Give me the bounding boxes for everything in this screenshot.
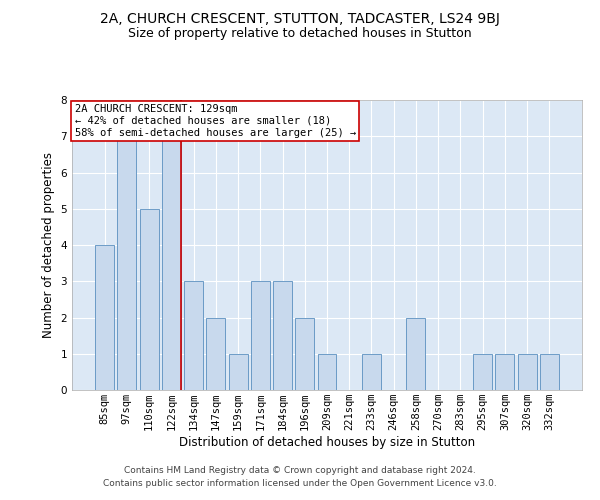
Bar — [118, 136, 136, 390]
Bar — [251, 281, 270, 390]
Bar — [518, 354, 536, 390]
Bar — [295, 318, 314, 390]
Text: 2A CHURCH CRESCENT: 129sqm
← 42% of detached houses are smaller (18)
58% of semi: 2A CHURCH CRESCENT: 129sqm ← 42% of deta… — [74, 104, 356, 138]
Bar — [317, 354, 337, 390]
Bar — [229, 354, 248, 390]
Bar — [206, 318, 225, 390]
Bar — [273, 281, 292, 390]
Text: Contains HM Land Registry data © Crown copyright and database right 2024.
Contai: Contains HM Land Registry data © Crown c… — [103, 466, 497, 487]
Bar — [162, 136, 181, 390]
Bar — [473, 354, 492, 390]
Bar — [496, 354, 514, 390]
Bar — [406, 318, 425, 390]
Y-axis label: Number of detached properties: Number of detached properties — [42, 152, 55, 338]
Text: Size of property relative to detached houses in Stutton: Size of property relative to detached ho… — [128, 28, 472, 40]
X-axis label: Distribution of detached houses by size in Stutton: Distribution of detached houses by size … — [179, 436, 475, 449]
Bar — [184, 281, 203, 390]
Bar — [95, 245, 114, 390]
Bar — [362, 354, 381, 390]
Bar — [540, 354, 559, 390]
Bar — [140, 209, 158, 390]
Text: 2A, CHURCH CRESCENT, STUTTON, TADCASTER, LS24 9BJ: 2A, CHURCH CRESCENT, STUTTON, TADCASTER,… — [100, 12, 500, 26]
